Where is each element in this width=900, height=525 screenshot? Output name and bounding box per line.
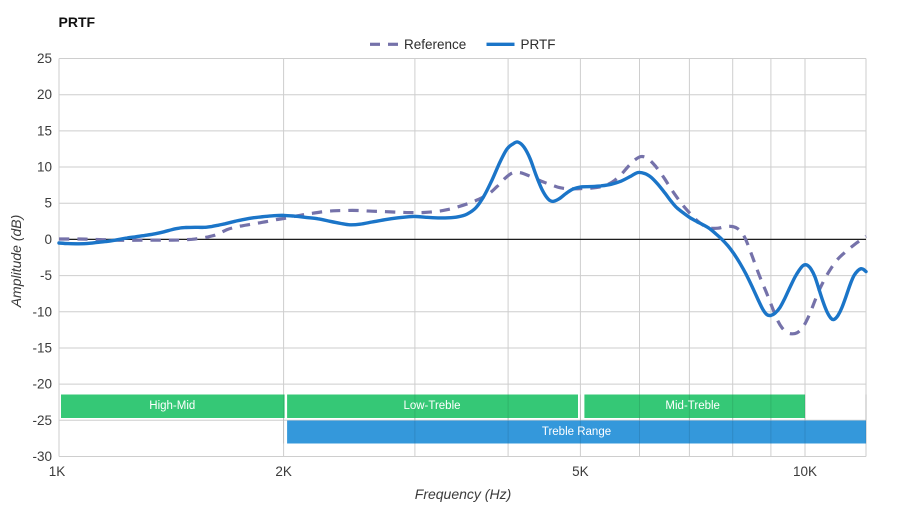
svg-text:-20: -20	[32, 377, 52, 392]
svg-text:Treble Range: Treble Range	[542, 426, 611, 438]
svg-text:1K: 1K	[49, 464, 66, 479]
svg-text:High-Mid: High-Mid	[149, 400, 195, 412]
svg-text:10K: 10K	[793, 464, 817, 479]
svg-text:5K: 5K	[572, 464, 589, 479]
svg-text:5: 5	[44, 196, 52, 211]
svg-text:25: 25	[37, 51, 52, 66]
svg-text:-5: -5	[40, 268, 52, 283]
svg-text:Amplitude (dB): Amplitude (dB)	[8, 215, 24, 309]
svg-text:0: 0	[44, 232, 52, 247]
svg-text:-15: -15	[32, 341, 52, 356]
svg-text:Frequency (Hz): Frequency (Hz)	[415, 486, 511, 502]
svg-text:-25: -25	[32, 413, 52, 428]
svg-text:10: 10	[37, 160, 52, 175]
svg-text:PRTF: PRTF	[521, 37, 556, 52]
svg-text:20: 20	[37, 87, 52, 102]
svg-text:-10: -10	[32, 304, 52, 319]
svg-text:15: 15	[37, 123, 52, 138]
svg-text:Reference: Reference	[404, 37, 466, 52]
svg-text:Low-Treble: Low-Treble	[403, 400, 460, 412]
svg-text:PRTF: PRTF	[59, 14, 96, 30]
svg-text:-30: -30	[32, 449, 52, 464]
svg-text:2K: 2K	[275, 464, 292, 479]
svg-text:Mid-Treble: Mid-Treble	[665, 400, 720, 412]
